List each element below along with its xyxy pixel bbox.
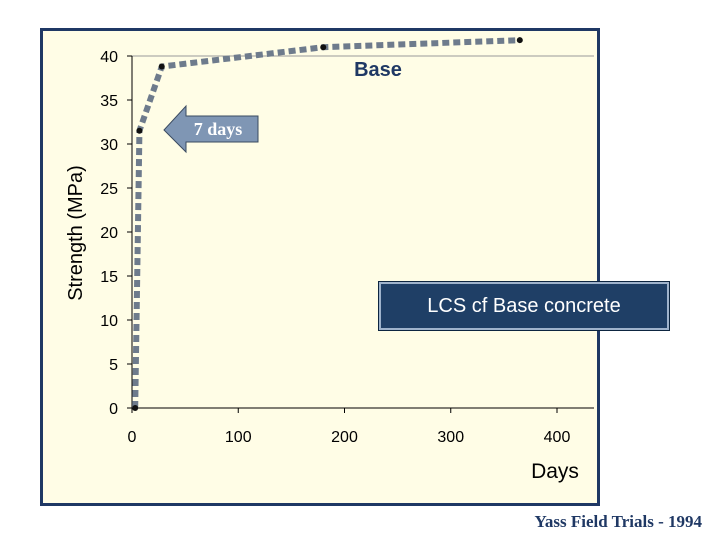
data-point bbox=[136, 127, 143, 134]
x-tick-label: 0 bbox=[128, 429, 137, 446]
y-tick-label: 20 bbox=[100, 225, 118, 242]
y-tick-label: 40 bbox=[100, 49, 118, 66]
y-axis-title: Strength (MPa) bbox=[65, 165, 87, 301]
axis-layer bbox=[127, 55, 594, 413]
y-tick-label: 15 bbox=[100, 269, 118, 286]
chart-title: LCS cf Base concrete bbox=[427, 294, 621, 317]
y-tick-label: 0 bbox=[109, 401, 118, 418]
y-tick-label: 10 bbox=[100, 313, 118, 330]
chart-frame bbox=[40, 28, 600, 506]
seven-days-annotation: 7 days bbox=[163, 104, 259, 154]
x-tick-label: 400 bbox=[544, 429, 571, 446]
x-tick-label: 200 bbox=[331, 429, 358, 446]
data-point bbox=[132, 405, 139, 411]
series-layer bbox=[132, 37, 523, 411]
chart-title-box: LCS cf Base concrete bbox=[379, 282, 669, 330]
series-label-base: Base bbox=[354, 59, 402, 81]
left-arrow-icon bbox=[163, 104, 259, 154]
y-tick-label: 30 bbox=[100, 137, 118, 154]
arrow-label: 7 days bbox=[194, 119, 243, 139]
y-tick-label: 35 bbox=[100, 93, 118, 110]
x-tick-label: 100 bbox=[225, 429, 252, 446]
data-point bbox=[320, 44, 327, 51]
y-tick-label: 5 bbox=[109, 357, 118, 374]
x-tick-label: 300 bbox=[437, 429, 464, 446]
footer-caption: Yass Field Trials - 1994 bbox=[534, 512, 703, 531]
series-line-base bbox=[132, 37, 520, 409]
data-point bbox=[158, 63, 165, 70]
x-axis-title: Days bbox=[531, 460, 579, 483]
y-tick-label: 25 bbox=[100, 181, 118, 198]
data-point bbox=[516, 37, 523, 44]
